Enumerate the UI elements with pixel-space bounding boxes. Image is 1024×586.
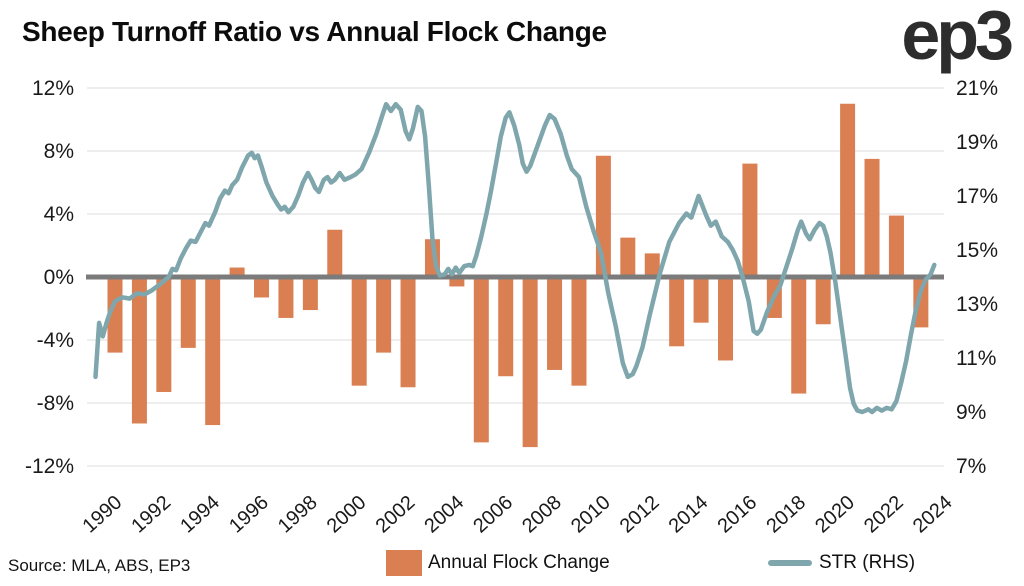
- flock-change-bar: [669, 277, 685, 347]
- x-axis-year-label: 2014: [665, 491, 713, 537]
- flock-change-bar: [840, 103, 856, 277]
- flock-change-bar: [400, 277, 416, 388]
- x-axis-year-label: 2006: [469, 491, 517, 537]
- flock-change-bar: [791, 277, 807, 394]
- right-axis-tick-label: 19%: [956, 131, 998, 154]
- flock-change-bar: [644, 253, 660, 277]
- flock-change-bar: [327, 229, 343, 277]
- left-axis-tick-label: -4%: [37, 329, 74, 352]
- x-axis-year-label: 1994: [176, 491, 224, 537]
- flock-change-bar: [547, 277, 563, 370]
- flock-change-bar: [571, 277, 587, 386]
- left-axis-tick-label: 0%: [44, 266, 74, 289]
- legend-label: Annual Flock Change: [428, 552, 610, 573]
- line-swatch-icon: [768, 560, 812, 566]
- right-axis-tick-label: 17%: [956, 185, 998, 208]
- flock-change-bar: [302, 277, 318, 311]
- x-axis-year-label: 1996: [225, 491, 273, 537]
- flock-change-bar: [376, 277, 392, 353]
- chart-canvas: 12% 8% 4% 0% -4% -8% -12% 21% 19% 17% 15% 13% 11% 9% 7…: [25, 77, 998, 537]
- x-axis-year-label: 2000: [323, 491, 371, 537]
- left-axis-tick-label: 8%: [44, 140, 74, 163]
- flock-change-bar: [888, 215, 904, 277]
- x-axis-year-label: 2022: [860, 491, 908, 537]
- bar-swatch-icon: [386, 550, 422, 576]
- right-axis-tick-label: 13%: [956, 293, 998, 316]
- right-axis-tick-label: 11%: [956, 347, 996, 370]
- ep3-logo: ep3: [901, 0, 1014, 74]
- left-axis-tick-label: -8%: [37, 392, 74, 415]
- legend-item-str: STR (RHS): [768, 548, 915, 578]
- flock-change-bar: [278, 277, 294, 318]
- flock-change-bar: [620, 237, 636, 277]
- flock-change-bar: [254, 277, 270, 298]
- x-axis-year-label: 2008: [518, 491, 566, 537]
- right-axis-tick-label: 7%: [956, 455, 986, 478]
- x-axis-year-label: 2018: [762, 491, 810, 537]
- flock-change-bar: [449, 277, 465, 287]
- legend-label: STR (RHS): [819, 552, 916, 573]
- flock-change-bar: [180, 277, 196, 348]
- flock-change-bar: [718, 277, 733, 361]
- flock-change-bar: [693, 277, 709, 323]
- x-axis-year-label: 2010: [567, 491, 615, 537]
- chart-title: Sheep Turnoff Ratio vs Annual Flock Chan…: [22, 16, 607, 47]
- flock-change-bar: [473, 277, 489, 443]
- x-axis-year-label: 2012: [616, 491, 664, 537]
- flock-change-bar: [742, 163, 758, 277]
- x-axis-year-label: 2020: [811, 491, 859, 537]
- left-axis-tick-label: 12%: [32, 77, 74, 100]
- flock-change-bar: [864, 158, 880, 277]
- x-axis-year-label: 2016: [713, 491, 761, 537]
- right-axis-tick-label: 21%: [956, 77, 998, 100]
- left-axis-tick-label: -12%: [25, 455, 74, 478]
- flock-change-bar: [522, 277, 538, 448]
- left-axis-tick-label: 4%: [44, 203, 74, 226]
- right-axis-tick-label: 15%: [956, 239, 998, 262]
- flock-change-bar: [498, 277, 514, 377]
- flock-change-bar: [205, 277, 221, 426]
- right-axis-tick-label: 9%: [956, 401, 986, 424]
- chart-legend: Annual Flock Change STR (RHS): [0, 548, 1024, 582]
- x-axis-year-label: 2002: [372, 491, 420, 537]
- x-axis-year-label: 1990: [79, 491, 127, 537]
- x-axis-year-label: 1998: [274, 491, 322, 537]
- flock-change-bar: [229, 267, 245, 277]
- legend-item-flock-change: Annual Flock Change: [386, 548, 610, 578]
- flock-change-bar: [156, 277, 172, 392]
- x-axis-year-label: 1992: [127, 491, 175, 537]
- x-axis-year-label: 2024: [909, 491, 957, 537]
- flock-change-bar: [815, 277, 831, 325]
- flock-change-bar: [351, 277, 367, 386]
- source-text: Source: MLA, ABS, EP3: [8, 556, 191, 575]
- str-line: [93, 101, 937, 415]
- flock-change-bar: [131, 277, 147, 424]
- flock-change-bar: [107, 277, 123, 353]
- x-axis-year-label: 2004: [420, 491, 468, 537]
